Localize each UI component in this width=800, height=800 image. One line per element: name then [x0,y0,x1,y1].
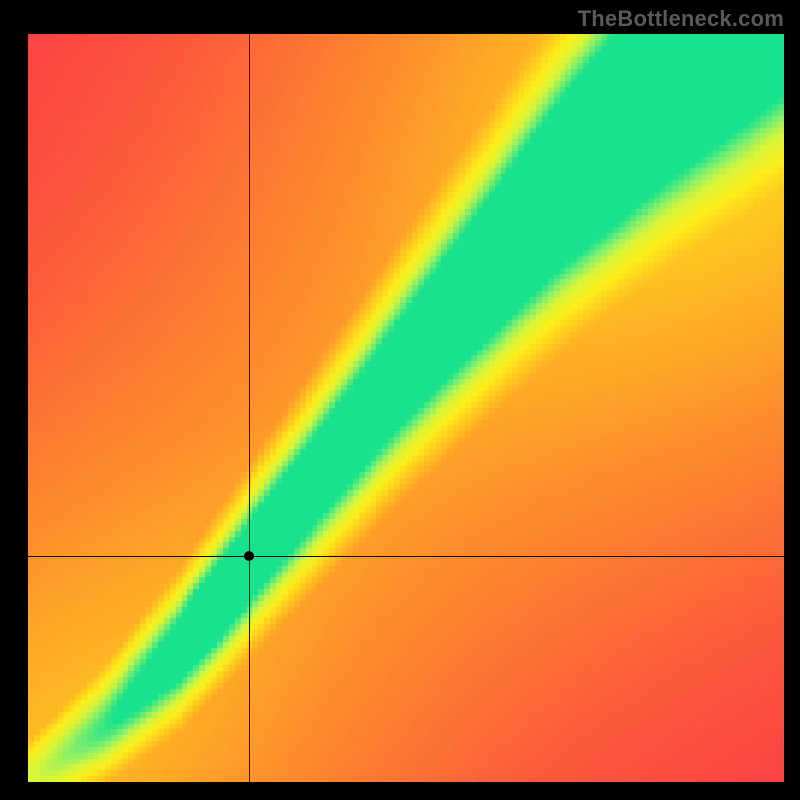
crosshair-vertical [249,34,250,782]
heatmap-canvas [28,34,784,782]
plot-area [28,34,784,782]
crosshair-marker [244,551,254,561]
crosshair-horizontal [28,556,784,557]
watermark-text: TheBottleneck.com [578,6,784,32]
chart-frame: TheBottleneck.com [0,0,800,800]
